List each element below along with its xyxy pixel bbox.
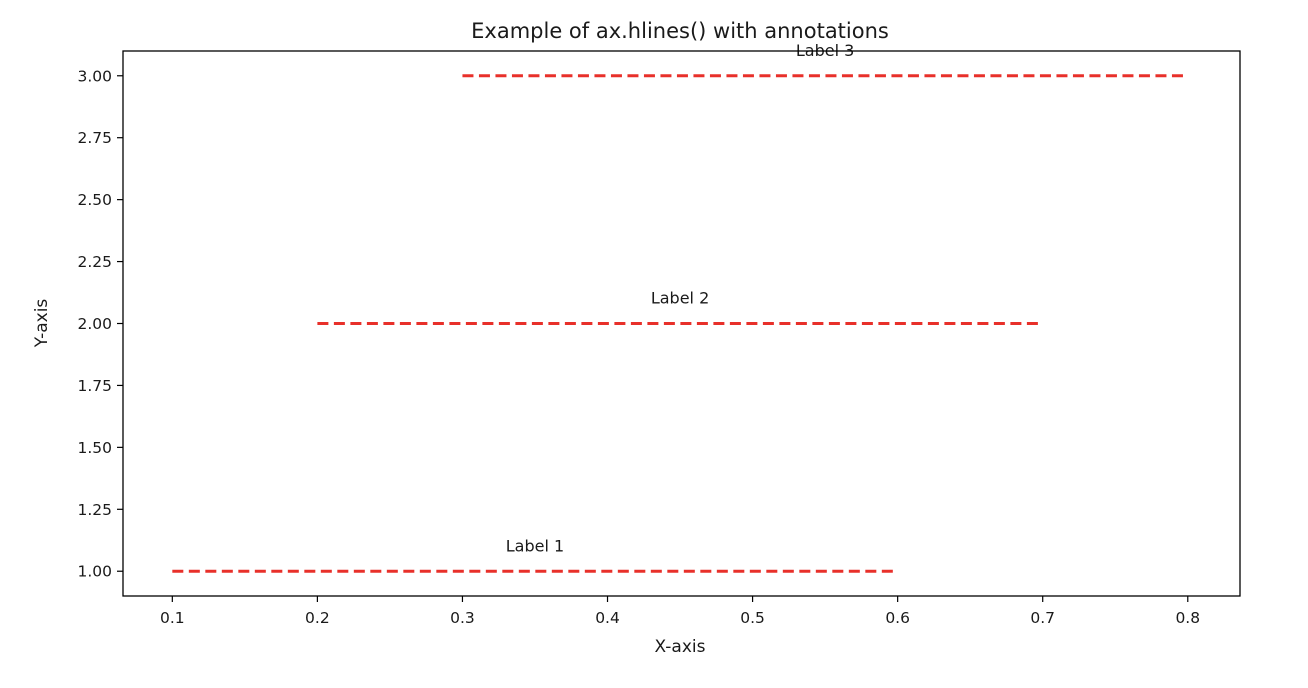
chart-title: Example of ax.hlines() with annotations: [471, 19, 889, 43]
y-axis-label: Y-axis: [32, 299, 52, 349]
y-tick-label: 2.75: [77, 129, 112, 147]
y-axis-ticks: 1.00 1.25 1.50 1.75 2.00 2.25 2.50 2.75 3.00: [77, 67, 123, 581]
y-tick-label: 2.25: [77, 253, 112, 271]
y-tick-label: 1.75: [77, 377, 112, 395]
y-tick-label: 1.50: [77, 439, 112, 457]
plot-marks: [172, 74, 1188, 573]
y-tick-label: 1.00: [77, 563, 112, 581]
x-tick-label: 0.6: [885, 609, 910, 627]
x-axis-label: X-axis: [655, 637, 706, 657]
x-tick-label: 0.4: [595, 609, 620, 627]
x-tick-label: 0.7: [1030, 609, 1055, 627]
y-tick-label: 2.00: [77, 315, 112, 333]
y-tick-label: 1.25: [77, 501, 112, 519]
x-tick-label: 0.1: [160, 609, 185, 627]
y-tick-label: 3.00: [77, 67, 112, 85]
annotation-label-2: Label 2: [651, 289, 709, 308]
x-tick-label: 0.8: [1175, 609, 1200, 627]
x-tick-label: 0.3: [450, 609, 475, 627]
x-tick-label: 0.2: [305, 609, 330, 627]
x-tick-label: 0.5: [740, 609, 765, 627]
annotation-label-1: Label 1: [506, 536, 564, 555]
y-tick-label: 2.50: [77, 191, 112, 209]
x-axis-ticks: 0.1 0.2 0.3 0.4 0.5 0.6 0.7 0.8: [160, 596, 1200, 627]
